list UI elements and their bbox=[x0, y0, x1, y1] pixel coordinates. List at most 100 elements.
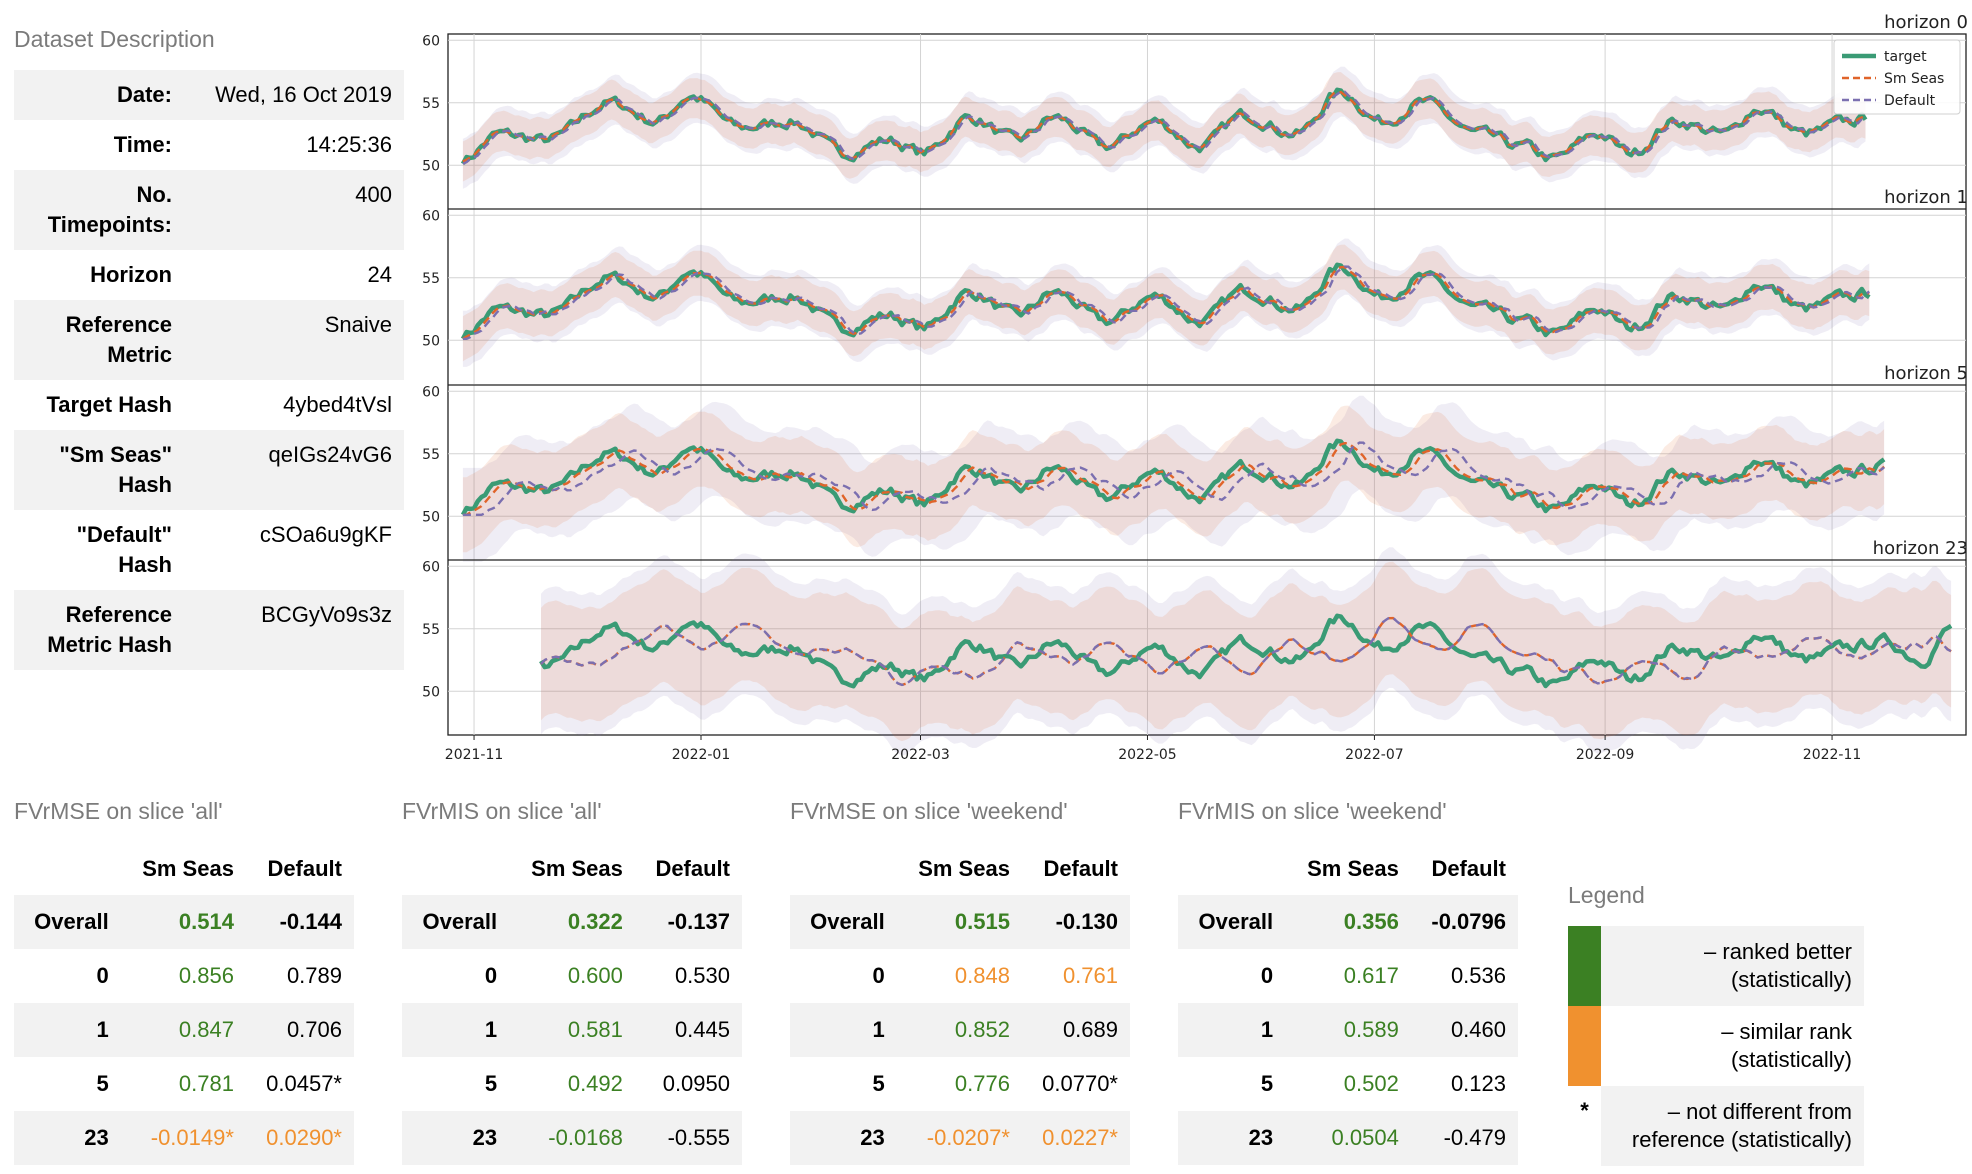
row-label: 0 bbox=[872, 963, 885, 988]
metric-value: 0.0504 bbox=[1285, 1111, 1411, 1165]
description-value: 24 bbox=[367, 262, 392, 287]
row-label: 23 bbox=[14, 1111, 121, 1165]
y-tick-label: 60 bbox=[422, 384, 440, 400]
legend-title: Legend bbox=[1568, 882, 1645, 908]
corner-header bbox=[402, 843, 510, 895]
metric-value: 0.515 bbox=[896, 895, 1022, 949]
metric-value: 0.600 bbox=[567, 963, 623, 988]
metric-row: 5 0.502 0.123 bbox=[1178, 1057, 1518, 1111]
row-label: 1 bbox=[402, 1003, 510, 1057]
metric-row: Overall 0.322 -0.137 bbox=[402, 895, 742, 949]
metric-value: 0.492 bbox=[567, 1071, 623, 1096]
column-header: Sm Seas bbox=[120, 843, 246, 895]
description-key: Time: bbox=[113, 132, 172, 157]
metric-value: -0.0168 bbox=[509, 1111, 635, 1165]
significance-legend: – ranked better (statistically) – similar… bbox=[1568, 926, 1864, 1166]
metric-row: 0 0.848 0.761 bbox=[790, 949, 1130, 1003]
metric-row: 0 0.600 0.530 bbox=[402, 949, 742, 1003]
sm-seas-interval-band bbox=[462, 405, 1885, 553]
legend-text: – similar rank (statistically) bbox=[1721, 1019, 1852, 1072]
metric-value: 0.0457* bbox=[266, 1071, 342, 1096]
legend-item: – similar rank (statistically) bbox=[1568, 1006, 1864, 1086]
forecast-chart: 50 55 60 horizon 0 50 55 60 horizon 1 50 55 60 hori… bbox=[422, 12, 1968, 760]
metric-value: 0.848 bbox=[954, 963, 1010, 988]
metric-value: 0.356 bbox=[1285, 895, 1411, 949]
metric-value: 0.536 bbox=[1450, 963, 1506, 988]
legend-swatch bbox=[1568, 1006, 1601, 1086]
column-header: Default bbox=[1021, 843, 1130, 895]
legend-swatch: * bbox=[1580, 1098, 1589, 1123]
description-row: Target Hash 4ybed4tVsl bbox=[14, 380, 404, 430]
metric-table-fvrmis-weekend: Sm Seas Default Overall 0.356 -0.0796 0 0.617 0… bbox=[1178, 843, 1518, 1165]
description-row: Reference Metric Snaive bbox=[14, 300, 404, 380]
description-row: Date: Wed, 16 Oct 2019 bbox=[14, 70, 404, 120]
metric-value: -0.137 bbox=[634, 895, 742, 949]
row-label: 5 bbox=[96, 1071, 109, 1096]
metric-table-title-3: FVrMIS on slice 'weekend' bbox=[1178, 798, 1447, 824]
metric-table-title-1: FVrMIS on slice 'all' bbox=[402, 798, 602, 824]
metric-value: -0.130 bbox=[1021, 895, 1130, 949]
sm-seas-series-line bbox=[462, 441, 1885, 516]
description-key: Horizon bbox=[90, 262, 172, 287]
legend-text: – ranked better (statistically) bbox=[1601, 926, 1864, 1006]
metric-value: 0.789 bbox=[286, 963, 342, 988]
panel-title: horizon 5 bbox=[1884, 363, 1968, 384]
description-row: Reference Metric Hash BCGyVo9s3z bbox=[14, 590, 404, 670]
metric-row: 1 0.852 0.689 bbox=[790, 1003, 1130, 1057]
x-tick-label: 2022-11 bbox=[1803, 747, 1862, 760]
row-label: 0 bbox=[484, 963, 498, 988]
metric-value: 0.530 bbox=[674, 963, 730, 988]
metric-table-fvrmse-all: Sm Seas Default Overall 0.514 -0.144 0 0.856 0.… bbox=[14, 843, 354, 1165]
x-tick-label: 2022-03 bbox=[891, 747, 950, 760]
y-tick-label: 50 bbox=[422, 684, 440, 700]
metric-value: -0.479 bbox=[1410, 1111, 1518, 1165]
description-key: "Sm Seas" Hash bbox=[14, 430, 184, 510]
column-header: Sm Seas bbox=[509, 843, 635, 895]
legend-label: target bbox=[1884, 49, 1927, 65]
column-header: Default bbox=[634, 843, 742, 895]
metric-value: 0.460 bbox=[1410, 1003, 1518, 1057]
metric-value: 0.322 bbox=[509, 895, 635, 949]
chart-panel-2: 50 55 60 horizon 5 bbox=[422, 363, 1968, 562]
metric-value: -0.555 bbox=[634, 1111, 742, 1165]
metric-row: Overall 0.515 -0.130 bbox=[790, 895, 1130, 949]
corner-header bbox=[790, 843, 897, 895]
row-label: 23 bbox=[402, 1111, 510, 1165]
metric-row: Overall 0.356 -0.0796 bbox=[1178, 895, 1518, 949]
target-series-line bbox=[460, 262, 1871, 340]
column-header: Default bbox=[245, 843, 354, 895]
metric-value: 0.0290* bbox=[245, 1111, 354, 1165]
description-key: Date: bbox=[14, 70, 184, 120]
row-label: 0 bbox=[96, 963, 109, 988]
description-value: 400 bbox=[184, 170, 404, 250]
x-tick-label: 2022-05 bbox=[1118, 747, 1177, 760]
metric-value: 0.445 bbox=[634, 1003, 742, 1057]
metric-row: 23 -0.0168 -0.555 bbox=[402, 1111, 742, 1165]
x-tick-label: 2021-11 bbox=[445, 747, 504, 760]
metric-row: Overall 0.514 -0.144 bbox=[14, 895, 354, 949]
metric-value: 0.706 bbox=[245, 1003, 354, 1057]
description-key: "Default" Hash bbox=[76, 522, 172, 577]
x-tick-label: 2022-01 bbox=[672, 747, 731, 760]
row-label: 5 bbox=[484, 1071, 498, 1096]
y-tick-label: 55 bbox=[422, 447, 440, 463]
row-label: Overall bbox=[790, 895, 897, 949]
legend-frame bbox=[1833, 39, 1961, 115]
metric-row: 23 -0.0149* 0.0290* bbox=[14, 1111, 354, 1165]
row-label: 5 bbox=[872, 1071, 885, 1096]
description-value: Wed, 16 Oct 2019 bbox=[184, 70, 404, 120]
legend-swatch bbox=[1568, 926, 1601, 1006]
column-header: Sm Seas bbox=[1285, 843, 1411, 895]
metric-value: 0.617 bbox=[1343, 963, 1399, 988]
corner-header bbox=[1178, 843, 1286, 895]
metric-value: 0.761 bbox=[1062, 963, 1118, 988]
metric-value: 0.856 bbox=[178, 963, 234, 988]
description-key: Target Hash bbox=[46, 392, 172, 417]
default-series-line bbox=[462, 265, 1870, 340]
metric-value: 0.852 bbox=[896, 1003, 1022, 1057]
y-tick-label: 50 bbox=[422, 158, 440, 174]
corner-header bbox=[14, 843, 121, 895]
row-label: Overall bbox=[14, 895, 121, 949]
default-interval-band bbox=[541, 547, 1952, 756]
metric-value: 0.514 bbox=[120, 895, 246, 949]
